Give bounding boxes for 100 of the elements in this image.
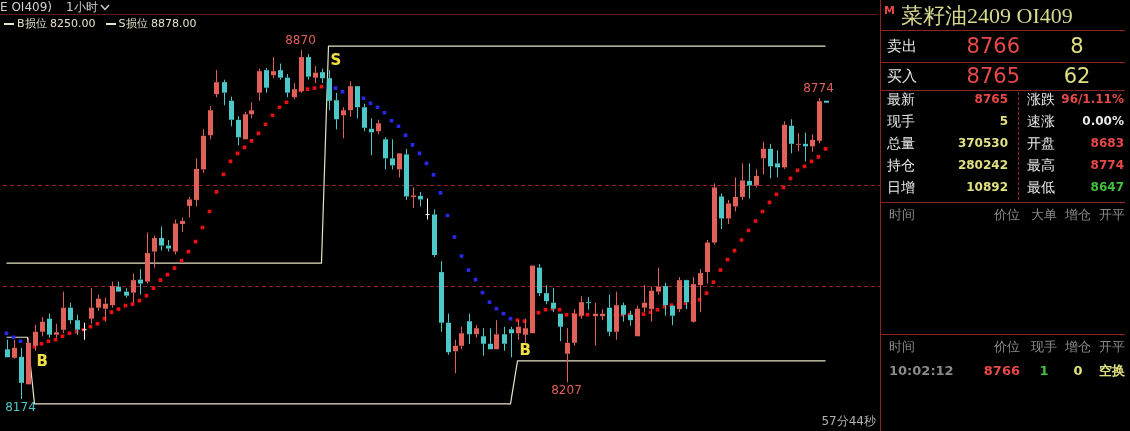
text: 10892 xyxy=(966,179,1008,195)
candlestick xyxy=(12,339,17,358)
candlestick xyxy=(166,239,171,253)
candlestick xyxy=(271,56,276,79)
text: 开平 xyxy=(1099,339,1125,354)
text: 开盘 xyxy=(1027,134,1055,152)
candlestick xyxy=(68,302,73,325)
text: 总量 xyxy=(887,134,915,152)
text: 0.00% xyxy=(1082,113,1124,129)
candlestick xyxy=(719,192,724,230)
candlestick xyxy=(768,143,773,179)
candlestick xyxy=(474,324,479,339)
chart-subtitle: 1小时 xyxy=(65,0,98,16)
text: 日增 xyxy=(887,178,915,196)
candlestick xyxy=(89,287,94,325)
candlestick xyxy=(383,136,388,170)
candlestick xyxy=(642,284,647,313)
candlestick xyxy=(208,105,213,140)
text: 96/1.11% xyxy=(1061,91,1124,107)
text: 8207 xyxy=(551,383,582,398)
candlestick xyxy=(782,120,787,170)
text: 8766 xyxy=(966,34,1020,59)
text: 最高 xyxy=(1027,156,1055,174)
text: M xyxy=(884,3,895,18)
candlestick xyxy=(201,128,206,174)
candlestick xyxy=(789,118,794,154)
candlestick xyxy=(810,133,815,153)
text: 0 xyxy=(1073,363,1083,378)
candlestick xyxy=(761,141,766,175)
annotation: S xyxy=(330,50,342,69)
text: 57分44秒 xyxy=(821,413,876,430)
text: 现手 xyxy=(887,112,915,130)
text: 8683 xyxy=(1090,135,1124,151)
candlestick xyxy=(173,218,178,256)
candlestick xyxy=(180,216,185,233)
text: 速涨 xyxy=(1027,112,1055,130)
candlestick xyxy=(249,101,254,119)
candlestick xyxy=(586,296,591,311)
candlestick xyxy=(404,148,409,201)
legend-label: B损位 8250.00 xyxy=(16,16,96,31)
candlestick xyxy=(306,53,311,81)
candlestick xyxy=(19,347,24,400)
text: 增仓 xyxy=(1065,207,1091,222)
text: 8774 xyxy=(1090,157,1124,173)
candlestick xyxy=(214,69,219,98)
text: 8765 xyxy=(974,91,1008,107)
candlestick xyxy=(54,323,59,339)
candlestick xyxy=(116,281,121,292)
text: 1 xyxy=(1039,363,1049,378)
candlestick xyxy=(537,263,542,297)
text: 8766 xyxy=(983,362,1020,379)
candlestick xyxy=(257,68,262,102)
candlestick xyxy=(390,138,395,170)
text: 空换 xyxy=(1098,362,1126,379)
annotation: B xyxy=(519,341,531,360)
candlestick xyxy=(159,226,164,252)
candlestick xyxy=(733,176,738,212)
candlestick xyxy=(194,157,199,207)
candlestick xyxy=(96,294,101,312)
annotation: B xyxy=(36,352,48,371)
candlestick xyxy=(446,313,451,356)
candlestick xyxy=(481,327,486,357)
text: 增仓 xyxy=(1065,339,1091,354)
candlestick xyxy=(334,92,339,130)
candlestick xyxy=(565,327,570,383)
text: 8174 xyxy=(5,400,36,415)
text: 卖出 xyxy=(887,37,917,56)
text: 菜籽油2409 OI409 xyxy=(901,2,1073,30)
text: 现手 xyxy=(1031,339,1057,354)
text: 买入 xyxy=(887,67,917,86)
candlestick xyxy=(341,106,346,139)
candlestick xyxy=(236,115,241,146)
candlestick xyxy=(439,260,444,333)
candlestick xyxy=(712,182,717,246)
candlestick xyxy=(222,79,227,106)
candlestick xyxy=(705,239,710,285)
candlestick xyxy=(152,235,157,269)
candlestick xyxy=(775,149,780,178)
text: 开平 xyxy=(1099,207,1125,222)
candlestick xyxy=(726,199,731,225)
text: 最低 xyxy=(1027,178,1055,196)
candlestick xyxy=(502,326,507,352)
candlestick xyxy=(544,284,549,305)
text: 280242 xyxy=(957,157,1008,173)
candlestick xyxy=(656,267,661,296)
text: 10:02:12 xyxy=(889,362,954,379)
text: 价位 xyxy=(994,206,1020,223)
candlestick xyxy=(509,326,514,358)
text: 大单 xyxy=(1031,207,1057,222)
candlestick xyxy=(467,313,472,345)
text: 8774 xyxy=(803,81,834,96)
candlestick xyxy=(110,281,115,309)
candlestick xyxy=(313,65,318,84)
candlestick xyxy=(145,232,150,285)
candlestick xyxy=(348,80,353,118)
candlestick xyxy=(264,67,269,94)
text: 持仓 xyxy=(887,156,915,174)
text: 8870 xyxy=(285,33,316,48)
candlestick xyxy=(432,208,437,258)
candlestick xyxy=(285,73,290,98)
